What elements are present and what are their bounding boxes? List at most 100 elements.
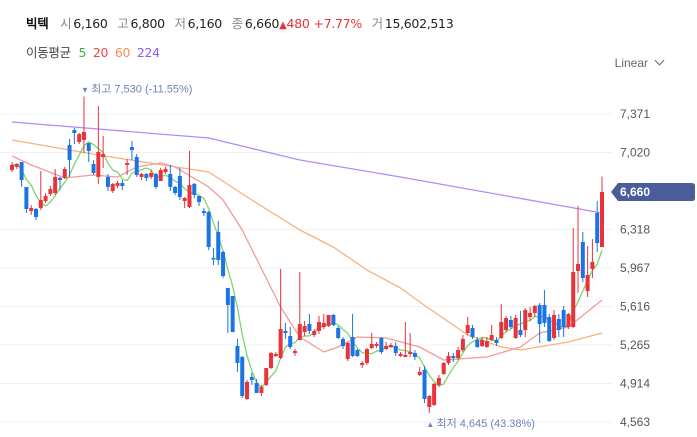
candle-up[interactable] [427,395,432,414]
candle-down[interactable] [201,208,206,217]
ma-legend-60[interactable]: 60 [114,45,131,60]
candle-down[interactable] [355,348,360,357]
candle-down[interactable] [86,143,91,163]
candle-up[interactable] [273,352,278,357]
candle-up[interactable] [456,346,461,361]
candle-up[interactable] [585,246,590,297]
candle-up[interactable] [149,170,154,179]
candle-down[interactable] [168,165,173,191]
candle-up[interactable] [187,150,192,209]
candle-down[interactable] [216,221,221,266]
candle-up[interactable] [374,342,379,348]
candle-down[interactable] [24,186,29,214]
candle-down[interactable] [120,179,125,191]
candle-down[interactable] [547,313,552,343]
candle-up[interactable] [321,313,326,329]
candle-up[interactable] [125,158,130,175]
candle-up[interactable] [388,343,393,348]
candle-up[interactable] [364,347,369,365]
candle-down[interactable] [177,167,182,200]
candle-up[interactable] [499,303,504,339]
candle-up[interactable] [484,336,489,348]
candle-up[interactable] [489,325,494,342]
candle-up[interactable] [259,385,264,397]
candle-up[interactable] [417,367,422,377]
candle-up[interactable] [312,328,317,337]
candle-up[interactable] [590,239,595,278]
candle-up[interactable] [571,227,576,328]
candle-up[interactable] [528,306,533,321]
candle-up[interactable] [264,368,269,387]
candle-up[interactable] [14,163,19,169]
candle-up[interactable] [316,315,321,335]
candle-down[interactable] [240,355,245,398]
candle-down[interactable] [542,289,547,328]
candle-up[interactable] [446,352,451,365]
candle-down[interactable] [134,154,139,177]
candle-down[interactable] [336,326,341,339]
candle-up[interactable] [182,197,187,209]
candle-up[interactable] [48,185,53,197]
candle-up[interactable] [552,310,557,340]
candle-down[interactable] [206,210,211,251]
candle-up[interactable] [77,132,82,145]
candle-up[interactable] [10,162,14,173]
candle-down[interactable] [221,250,226,278]
candle-down[interactable] [508,315,513,329]
candle-down[interactable] [153,173,158,190]
candle-up[interactable] [326,314,331,328]
candle-down[interactable] [331,313,336,327]
candle-up[interactable] [600,176,604,248]
candle-down[interactable] [470,325,475,339]
candle-down[interactable] [67,139,72,177]
candle-up[interactable] [81,96,86,154]
candle-up[interactable] [384,342,389,351]
candle-down[interactable] [230,295,235,333]
candle-up[interactable] [345,342,350,362]
candle-up[interactable] [532,304,537,317]
candle-down[interactable] [249,372,254,386]
candle-down[interactable] [422,365,427,404]
candle-up[interactable] [302,320,307,337]
candle-up[interactable] [523,308,528,337]
candle-down[interactable] [475,336,480,348]
candle-up[interactable] [29,205,34,216]
candle-up[interactable] [96,105,101,184]
candle-up[interactable] [513,314,518,339]
candle-down[interactable] [412,350,417,361]
candle-up[interactable] [369,333,374,350]
candle-down[interactable] [33,208,38,221]
candle-up[interactable] [504,315,509,332]
candle-down[interactable] [211,248,216,266]
candle-up[interactable] [441,362,446,375]
candle-up[interactable] [432,382,437,406]
candle-down[interactable] [283,322,288,339]
candle-up[interactable] [408,333,413,357]
candle-down[interactable] [451,353,456,363]
candle-down[interactable] [580,232,585,283]
candle-up[interactable] [360,361,365,369]
candle-down[interactable] [288,327,293,349]
candle-up[interactable] [110,182,115,193]
candle-up[interactable] [403,321,408,357]
candle-down[interactable] [254,379,259,393]
candle-up[interactable] [163,166,168,174]
candle-down[interactable] [595,200,600,252]
candle-up[interactable] [460,335,465,353]
candle-down[interactable] [105,173,110,191]
candle-down[interactable] [129,140,134,160]
candle-down[interactable] [518,310,523,337]
candle-up[interactable] [53,168,58,195]
candle-down[interactable] [173,185,178,195]
candle-down[interactable] [197,196,202,207]
candle-up[interactable] [101,136,106,168]
candle-up[interactable] [566,312,571,329]
candle-down[interactable] [235,338,240,372]
candle-down[interactable] [91,159,96,175]
candle-down[interactable] [144,173,149,182]
candle-up[interactable] [139,173,144,180]
ma-legend-5[interactable]: 5 [78,45,87,60]
candle-down[interactable] [494,336,499,346]
candle-up[interactable] [158,167,163,182]
